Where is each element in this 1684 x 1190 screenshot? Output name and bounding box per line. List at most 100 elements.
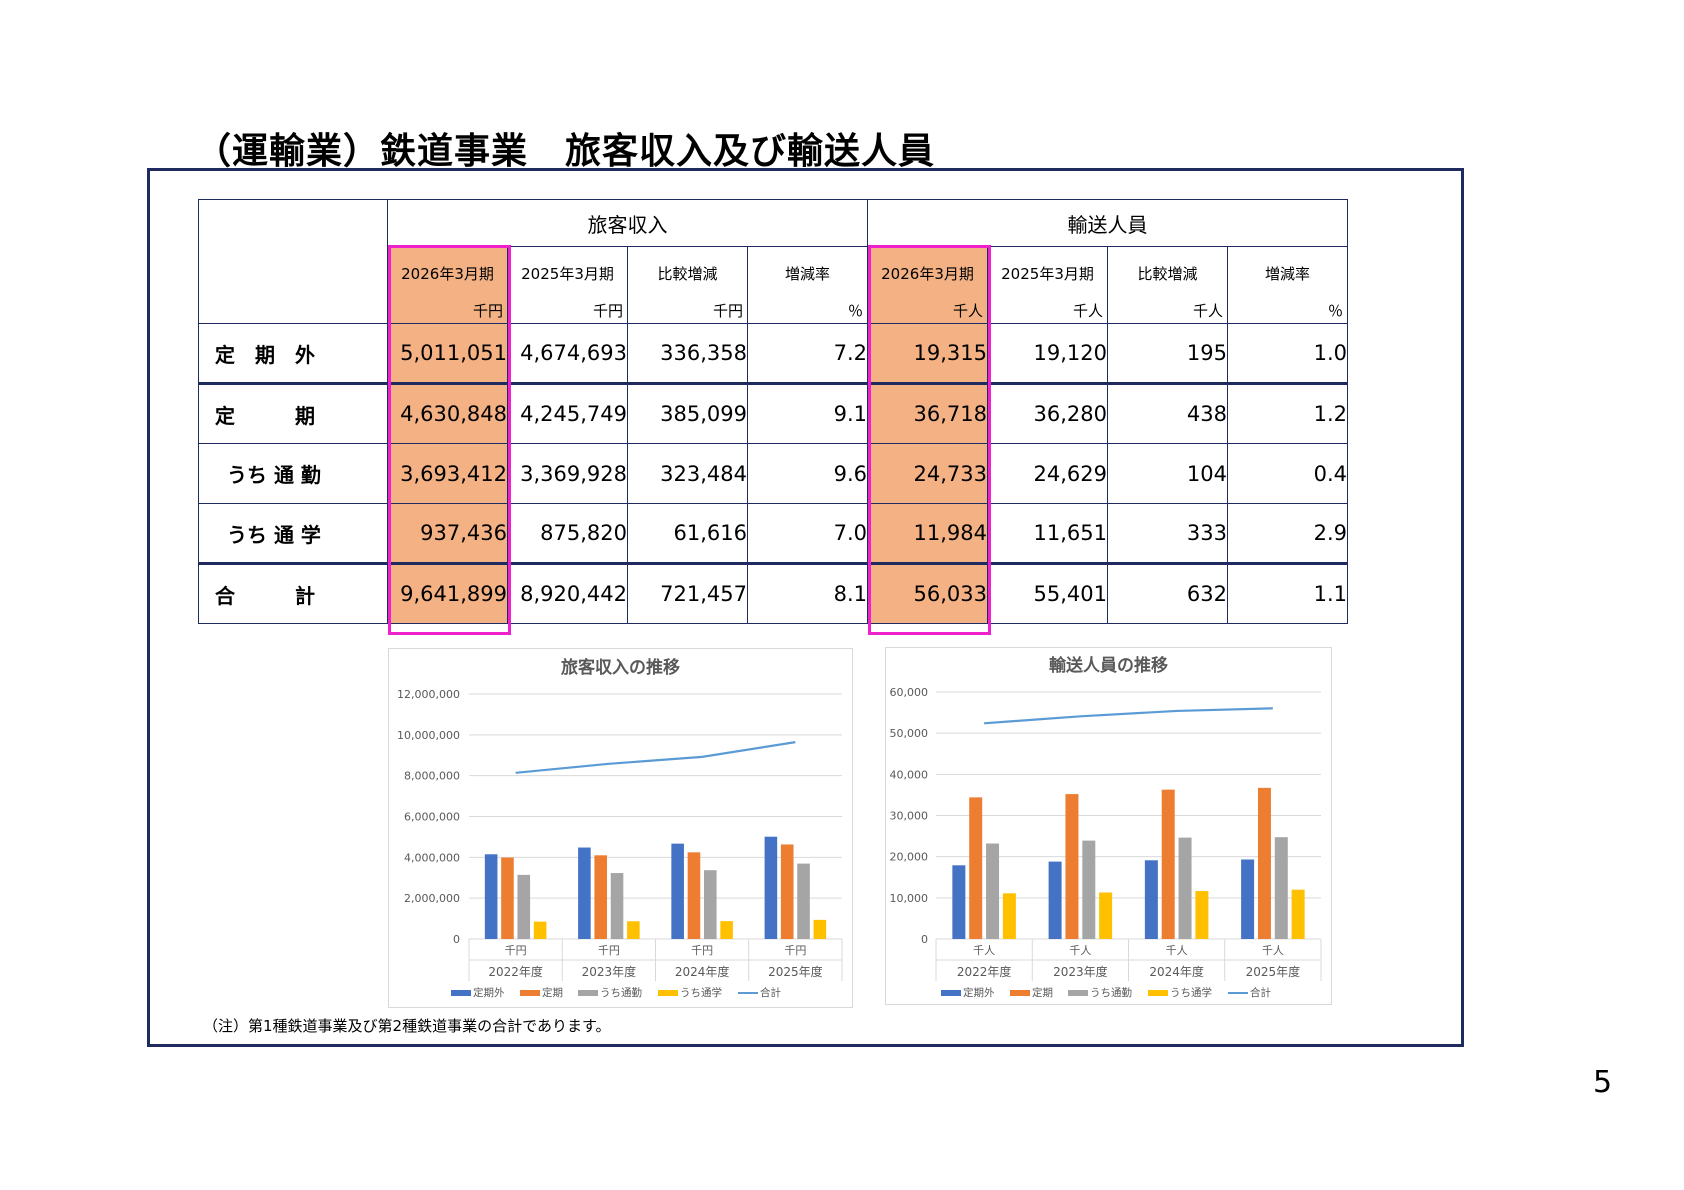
bar-うち通学 — [533, 921, 547, 939]
table-cell: 632 — [1107, 562, 1228, 624]
table-cell: 721,457 — [627, 562, 748, 624]
legend-label: 定期外 — [473, 986, 505, 999]
line-合計 — [984, 707, 1273, 725]
corner-cell — [198, 199, 388, 324]
chart-title: 旅客収入の推移 — [561, 657, 680, 678]
column-header: 比較増減 千人 — [1107, 246, 1228, 324]
table-cell: 385,099 — [627, 382, 748, 444]
column-label: 2026年3月期 — [401, 265, 494, 283]
header-revenue: 旅客収入 — [387, 199, 868, 247]
bar-定期外 — [764, 836, 778, 939]
table-cell: 3,369,928 — [507, 443, 628, 504]
table-cell: 1.1 — [1227, 562, 1348, 624]
bar-うち通学 — [813, 919, 827, 939]
column-unit: ％ — [1327, 302, 1343, 320]
category-unit-label: 千人 — [1262, 944, 1284, 957]
table-cell: 333 — [1107, 503, 1228, 564]
line-合計 — [515, 741, 796, 774]
category-unit-label: 千円 — [691, 944, 713, 957]
row-label: うち 通 学 — [198, 503, 388, 564]
summary-table: 旅客収入 輸送人員 2026年3月期 千円 2025年3月期 千円 比較増減 千円 増減率％… — [198, 199, 1348, 624]
table-row: 定 期 外 5,011,051 4,674,693 336,358 7.2 19,315 1… — [198, 323, 1348, 384]
table-cell: 104 — [1107, 443, 1228, 504]
row-label: うち 通 勤 — [198, 443, 388, 504]
row-label: 合 計 — [198, 562, 388, 624]
legend-swatch — [658, 990, 678, 996]
column-label: 2025年3月期 — [1001, 265, 1094, 283]
bar-定期 — [501, 857, 514, 939]
x-tick-label: 2024年度 — [675, 964, 730, 979]
y-tick-label: 6,000,000 — [404, 811, 460, 824]
table-cell: 7.2 — [747, 323, 868, 384]
column-header: 2026年3月期千円 — [387, 246, 508, 324]
column-unit: 千人 — [952, 302, 983, 320]
table-cell: 24,733 — [867, 443, 988, 504]
table-row: うち 通 学 937,436 875,820 61,616 7.0 11,984 11,65… — [198, 503, 1348, 564]
bar-うち通学 — [1099, 892, 1113, 939]
column-unit: 千円 — [472, 302, 503, 320]
bar-うち通勤 — [610, 873, 624, 939]
table-cell: 438 — [1107, 382, 1228, 444]
header-passengers: 輸送人員 — [867, 199, 1348, 247]
column-label: 比較増減 — [1137, 265, 1198, 283]
table-cell: 195 — [1107, 323, 1228, 384]
table-cell: 937,436 — [387, 503, 508, 564]
table-cell: 4,630,848 — [387, 382, 508, 444]
table-cell: 19,120 — [987, 323, 1108, 384]
bar-うち通学 — [627, 921, 640, 939]
table-cell: 24,629 — [987, 443, 1108, 504]
column-header: 2025年3月期 千人 — [987, 246, 1108, 324]
column-unit: 千円 — [712, 302, 743, 320]
bar-うち通勤 — [1082, 840, 1096, 939]
category-unit-label: 千人 — [973, 944, 995, 957]
bar-定期外 — [671, 843, 684, 939]
y-tick-label: 40,000 — [890, 768, 929, 781]
y-tick-label: 10,000,000 — [397, 729, 460, 742]
column-label: 増減率 — [784, 265, 830, 283]
column-header: 2025年3月期 千円 — [507, 246, 628, 324]
bar-定期外 — [1144, 860, 1158, 939]
bar-定期 — [969, 797, 983, 939]
table-cell: 5,011,051 — [387, 323, 508, 384]
category-unit-label: 千人 — [1069, 944, 1091, 957]
bar-うち通学 — [1002, 893, 1016, 939]
y-tick-label: 0 — [453, 933, 460, 946]
legend-label: うち通勤 — [600, 986, 642, 999]
table-cell: 11,651 — [987, 503, 1108, 564]
legend-swatch — [1148, 990, 1168, 996]
table-cell: 11,984 — [867, 503, 988, 564]
page-title: （運輸業）鉄道事業 旅客収入及び輸送人員 — [195, 131, 936, 172]
table-cell: 56,033 — [867, 562, 988, 624]
table-cell: 875,820 — [507, 503, 628, 564]
legend-label: 合計 — [760, 986, 781, 999]
footnote: （注）第1種鉄道事業及び第2種鉄道事業の合計であります。 — [203, 1017, 611, 1035]
bar-うち通勤 — [517, 874, 531, 939]
x-tick-label: 2025年度 — [768, 964, 823, 979]
table-cell: 323,484 — [627, 443, 748, 504]
x-tick-label: 2023年度 — [582, 964, 637, 979]
table-cell: 1.0 — [1227, 323, 1348, 384]
legend-label: 定期 — [1032, 986, 1053, 999]
legend-label: うち通勤 — [1090, 986, 1132, 999]
table-row: 定 期 4,630,848 4,245,749 385,099 9.1 36,718 36,… — [198, 382, 1348, 444]
passengers-chart-svg: 輸送人員の推移 0 10,000 20,000 30,000 40,000 50,000 60… — [890, 655, 1322, 999]
page-number: 5 — [1593, 1065, 1613, 1100]
x-tick-label: 2022年度 — [957, 964, 1012, 979]
bar-定期 — [1065, 794, 1079, 939]
bar-定期 — [687, 852, 701, 939]
legend-label: 定期 — [542, 986, 563, 999]
legend-swatch — [451, 990, 471, 996]
bar-うち通勤 — [986, 843, 1000, 939]
passengers-chart: 輸送人員の推移 0 10,000 20,000 30,000 40,000 50,000 60… — [885, 647, 1332, 1005]
table-cell: 9,641,899 — [387, 562, 508, 624]
chart-title: 輸送人員の推移 — [1049, 655, 1168, 676]
table-cell: 9.6 — [747, 443, 868, 504]
column-header: 比較増減 千円 — [627, 246, 748, 324]
row-label: 定 期 外 — [198, 323, 388, 384]
revenue-chart-svg: 旅客収入の推移 0 2,000,000 4,000,000 6,000,000 8,000… — [397, 657, 843, 999]
category-unit-label: 千円 — [784, 944, 806, 957]
legend-label: 定期外 — [963, 986, 995, 999]
bar-うち通勤 — [703, 870, 717, 939]
legend-swatch — [520, 990, 540, 996]
table-cell: 4,674,693 — [507, 323, 628, 384]
